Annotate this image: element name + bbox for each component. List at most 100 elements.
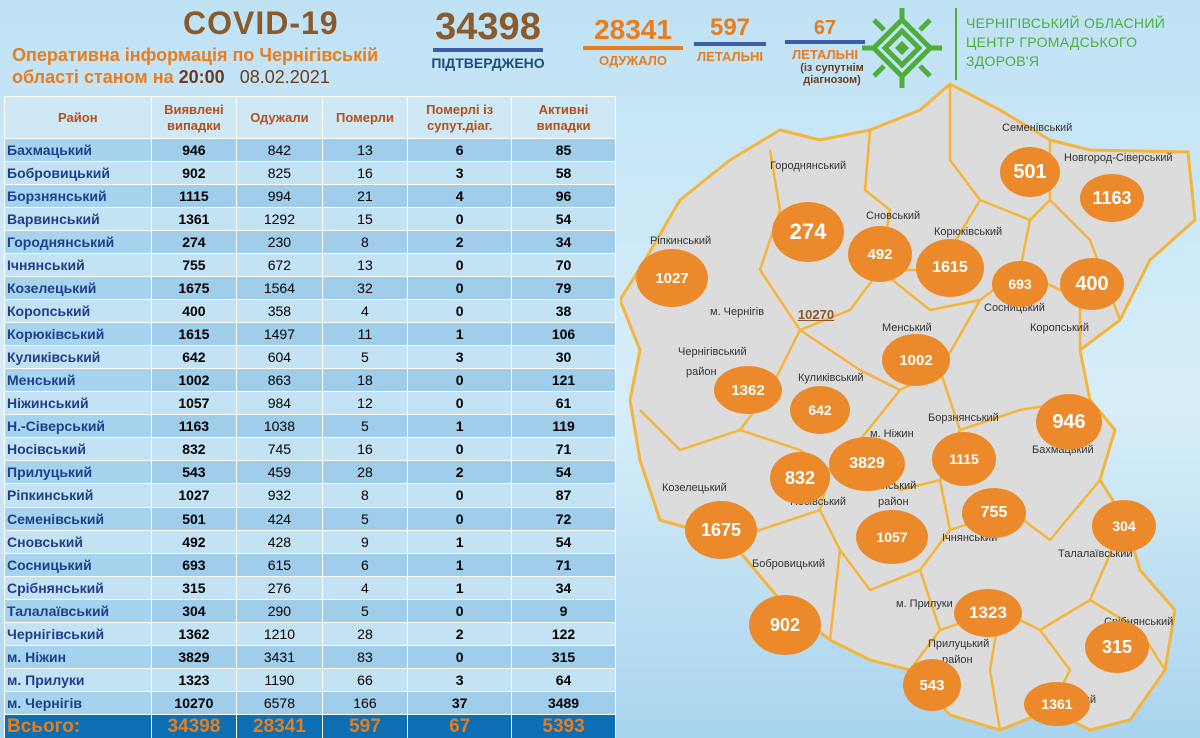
district-name: Корюківський bbox=[4, 322, 152, 347]
map-case-bubble: 1323 bbox=[954, 589, 1022, 637]
table-cell: 3 bbox=[407, 667, 513, 692]
table-row: Менський 1002 863 18 0 121 bbox=[4, 368, 616, 393]
table-cell: 459 bbox=[236, 460, 323, 485]
table-cell: 825 bbox=[236, 161, 323, 186]
map-case-bubble: 755 bbox=[962, 488, 1026, 538]
map-region-label: Борзнянський bbox=[928, 412, 999, 424]
map-region-label: Корюківський bbox=[934, 226, 1003, 238]
table-cell: 37 bbox=[407, 690, 513, 715]
report-time: 20:00 bbox=[178, 67, 225, 87]
table-cell: 12 bbox=[321, 391, 409, 416]
table-cell: 0 bbox=[407, 437, 513, 462]
table-cell: 5 bbox=[321, 345, 409, 370]
map-case-bubble: 1057 bbox=[856, 510, 928, 564]
table-cell: 428 bbox=[236, 529, 323, 554]
map-case-bubble: 1027 bbox=[636, 249, 708, 307]
confirmed-count: 34398 bbox=[435, 6, 541, 48]
table-cell: 28 bbox=[321, 460, 409, 485]
total-cell: 5393 bbox=[511, 713, 616, 738]
org-name-line1: ЧЕРНІГІВСЬКИЙ ОБЛАСНИЙ bbox=[966, 15, 1166, 31]
table-cell: 2 bbox=[407, 230, 513, 255]
district-name: Срібнянський bbox=[4, 575, 152, 600]
total-cell: 67 bbox=[407, 713, 513, 738]
map-case-bubble: 642 bbox=[790, 386, 850, 434]
district-name: Куликівський bbox=[4, 345, 152, 370]
table-cell: 0 bbox=[407, 368, 513, 393]
table-cell: 28 bbox=[321, 621, 409, 646]
dead-comorbid-count: 67 bbox=[813, 17, 837, 39]
district-name: Коропський bbox=[4, 299, 152, 324]
map-region-label: Коропський bbox=[1030, 322, 1090, 334]
map-region-label: м. Прилуки bbox=[896, 598, 953, 610]
table-cell: 3 bbox=[407, 345, 513, 370]
table-cell: 13 bbox=[321, 253, 409, 278]
table-cell: 166 bbox=[321, 690, 409, 715]
table-cell: 106 bbox=[511, 322, 616, 347]
table-cell: 1564 bbox=[236, 276, 323, 301]
table-cell: 1038 bbox=[236, 414, 323, 439]
table-row: Ніжинський 1057 984 12 0 61 bbox=[4, 391, 616, 416]
district-name: Городнянський bbox=[4, 230, 152, 255]
table-cell: 946 bbox=[150, 137, 238, 163]
table-cell: 6 bbox=[321, 552, 409, 577]
map-region-label: Городнянський bbox=[770, 160, 847, 172]
district-name: Семенівський bbox=[4, 506, 152, 531]
table-cell: 64 bbox=[511, 667, 616, 692]
table-cell: 38 bbox=[511, 299, 616, 324]
table-cell: 8 bbox=[321, 483, 409, 508]
table-row: Чернігівський 1362 1210 28 2 122 bbox=[4, 621, 616, 646]
column-header: Одужали bbox=[236, 96, 323, 139]
table-cell: 6 bbox=[407, 137, 513, 163]
subtitle-line2: області станом на 20:00 08.02.2021 bbox=[12, 66, 422, 88]
table-cell: 1323 bbox=[150, 667, 238, 692]
table-total-row: Всього: 34398 28341 597 67 5393 bbox=[4, 713, 616, 738]
dead-label: ЛЕТАЛЬНІ bbox=[697, 49, 763, 64]
table-cell: 96 bbox=[511, 184, 616, 209]
district-name: Носівський bbox=[4, 437, 152, 462]
table-row: Носівський 832 745 16 0 71 bbox=[4, 437, 616, 462]
table-cell: 4 bbox=[321, 299, 409, 324]
table-cell: 0 bbox=[407, 391, 513, 416]
table-cell: 72 bbox=[511, 506, 616, 531]
map-region-label: район bbox=[878, 496, 909, 508]
recovered-bar bbox=[583, 46, 683, 50]
table-cell: 30 bbox=[511, 345, 616, 370]
table-cell: 492 bbox=[150, 529, 238, 554]
table-cell: 1210 bbox=[236, 621, 323, 646]
map-case-bubble: 1002 bbox=[882, 334, 950, 386]
table-cell: 13 bbox=[321, 137, 409, 163]
dead-comorbid-bar bbox=[785, 40, 865, 44]
table-cell: 87 bbox=[511, 483, 616, 508]
table-cell: 358 bbox=[236, 299, 323, 324]
table-cell: 304 bbox=[150, 598, 238, 623]
map-region-label: Бобровицький bbox=[752, 558, 825, 570]
table-row: Козелецький 1675 1564 32 0 79 bbox=[4, 276, 616, 301]
total-cell: 28341 bbox=[236, 713, 323, 738]
map-region-label: Новгород-Сіверський bbox=[1064, 152, 1173, 164]
district-name: Сосницький bbox=[4, 552, 152, 577]
map-case-bubble: 1115 bbox=[932, 432, 996, 486]
table-cell: 122 bbox=[511, 621, 616, 646]
table-cell: 315 bbox=[511, 644, 616, 669]
table-cell: 1027 bbox=[150, 483, 238, 508]
table-cell: 1057 bbox=[150, 391, 238, 416]
confirmed-bar bbox=[433, 48, 543, 52]
table-row: Н.-Сіверський 1163 1038 5 1 119 bbox=[4, 414, 616, 439]
dead-count: 597 bbox=[709, 14, 751, 41]
map-case-bubble: 902 bbox=[749, 595, 821, 655]
map-region-label: м. Чернігів bbox=[710, 306, 765, 318]
table-cell: 54 bbox=[511, 529, 616, 554]
table-row: Сновський 492 428 9 1 54 bbox=[4, 529, 616, 554]
table-cell: 1361 bbox=[150, 207, 238, 232]
district-name: Бобровицький bbox=[4, 161, 152, 186]
map-case-bubble: 1163 bbox=[1080, 174, 1144, 222]
dead-comorbid-note: (із супутнім діагнозом) bbox=[800, 62, 864, 86]
map-region-label: Семенівський bbox=[1002, 122, 1073, 134]
table-cell: 615 bbox=[236, 552, 323, 577]
column-header: Активні випадки bbox=[511, 96, 616, 139]
table-cell: 2 bbox=[407, 621, 513, 646]
table-cell: 32 bbox=[321, 276, 409, 301]
table-row: м. Чернігів 10270 6578 166 37 3489 bbox=[4, 690, 616, 715]
table-cell: 34 bbox=[511, 575, 616, 600]
page-subtitle: Оперативна інформація по Чернігівській о… bbox=[12, 44, 422, 88]
